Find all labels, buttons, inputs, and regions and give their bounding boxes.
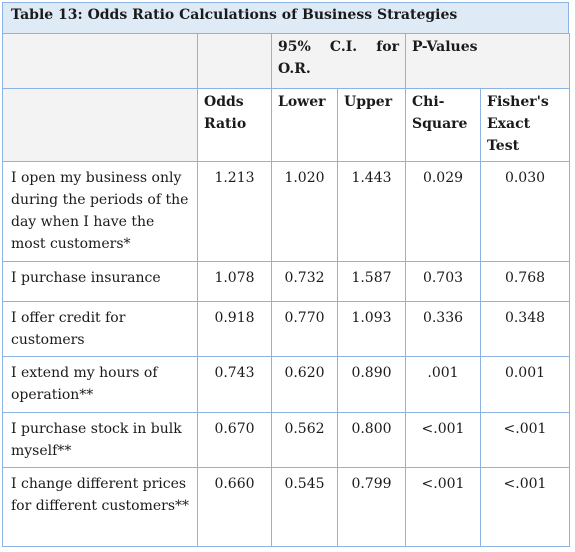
row-label: I change different prices for different … [2, 467, 198, 547]
header-row-groups: 95% C.I. for O.R. P-Values [2, 33, 570, 89]
row-label: I purchase stock in bulk myself** [2, 412, 198, 468]
upper-value: 0.890 [337, 356, 406, 413]
fisher-value: 0.030 [480, 161, 570, 262]
upper-value: 1.093 [337, 301, 406, 357]
odds-ratio-value: 0.918 [197, 301, 272, 357]
chi-square-header: Chi- Square [405, 88, 481, 162]
header-empty-cell [2, 88, 198, 162]
row-label: I purchase insurance [2, 261, 198, 302]
table-row: I extend my hours of operation** 0.743 0… [2, 356, 570, 413]
row-label: I open my business only during the perio… [2, 161, 198, 262]
fisher-value: <.001 [480, 412, 570, 468]
odds-ratio-value: 0.660 [197, 467, 272, 547]
upper-value: 1.587 [337, 261, 406, 302]
chi-square-value: 0.029 [405, 161, 481, 262]
fisher-value: 0.348 [480, 301, 570, 357]
upper-value: 1.443 [337, 161, 406, 262]
table-row: I purchase insurance 1.078 0.732 1.587 0… [2, 261, 570, 302]
lower-value: 0.732 [271, 261, 338, 302]
row-label: I extend my hours of operation** [2, 356, 198, 413]
upper-value: 0.800 [337, 412, 406, 468]
header-row-columns: Odds Ratio Lower Upper Chi- Square Fishe… [2, 88, 570, 162]
upper-value: 0.799 [337, 467, 406, 547]
odds-ratio-table: 95% C.I. for O.R. P-Values Odds Ratio Lo… [2, 33, 570, 547]
chi-square-value: 0.703 [405, 261, 481, 302]
lower-value: 1.020 [271, 161, 338, 262]
chi-square-value: .001 [405, 356, 481, 413]
table-caption: Table 13: Odds Ratio Calculations of Bus… [2, 2, 569, 33]
chi-square-value: <.001 [405, 412, 481, 468]
chi-square-value: <.001 [405, 467, 481, 547]
lower-header: Lower [271, 88, 338, 162]
header-empty-cell [2, 33, 198, 89]
lower-value: 0.562 [271, 412, 338, 468]
odds-ratio-value: 0.670 [197, 412, 272, 468]
odds-ratio-header: Odds Ratio [197, 88, 272, 162]
odds-ratio-value: 1.213 [197, 161, 272, 262]
fisher-exact-header: Fisher's Exact Test [480, 88, 570, 162]
table-row: I offer credit for customers 0.918 0.770… [2, 301, 570, 357]
odds-ratio-value: 1.078 [197, 261, 272, 302]
header-empty-cell [197, 33, 272, 89]
fisher-value: <.001 [480, 467, 570, 547]
fisher-value: 0.001 [480, 356, 570, 413]
lower-value: 0.620 [271, 356, 338, 413]
row-label: I offer credit for customers [2, 301, 198, 357]
table-row: I change different prices for different … [2, 467, 570, 547]
upper-header: Upper [337, 88, 406, 162]
ci-group-header: 95% C.I. for O.R. [271, 33, 406, 89]
lower-value: 0.770 [271, 301, 338, 357]
table-row: I purchase stock in bulk myself** 0.670 … [2, 412, 570, 468]
lower-value: 0.545 [271, 467, 338, 547]
chi-square-value: 0.336 [405, 301, 481, 357]
odds-ratio-value: 0.743 [197, 356, 272, 413]
table-row: I open my business only during the perio… [2, 161, 570, 262]
fisher-value: 0.768 [480, 261, 570, 302]
pvalues-group-header: P-Values [405, 33, 570, 89]
odds-ratio-table-container: Table 13: Odds Ratio Calculations of Bus… [2, 2, 570, 547]
